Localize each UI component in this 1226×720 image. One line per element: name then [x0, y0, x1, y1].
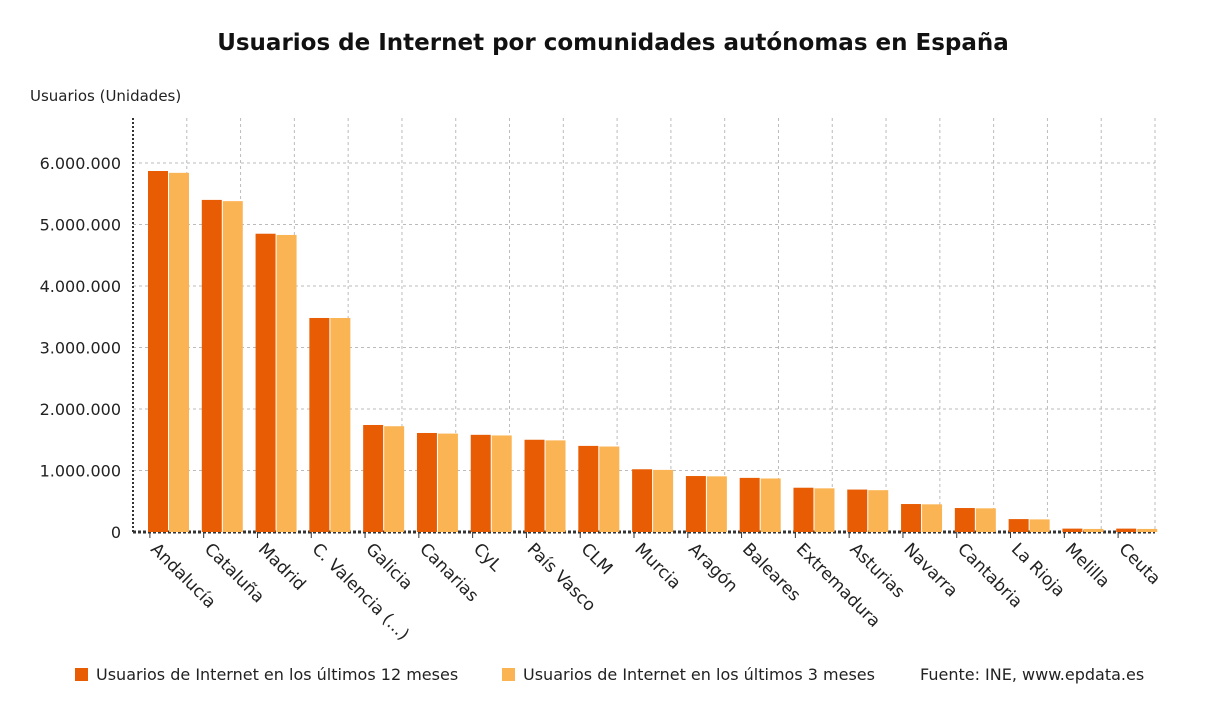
bar-3-meses: [814, 488, 835, 532]
legend-label: Usuarios de Internet en los últimos 12 m…: [96, 665, 459, 684]
bar-3-meses: [1137, 528, 1158, 532]
y-tick-label: 5.000.000: [40, 216, 121, 235]
chart-title: Usuarios de Internet por comunidades aut…: [217, 30, 1009, 56]
x-tick-label: Murcia: [630, 539, 684, 593]
bar-12-meses: [632, 469, 653, 532]
y-tick-label: 3.000.000: [40, 339, 121, 358]
bar-3-meses: [169, 172, 189, 532]
x-tick-label: Navarra: [899, 539, 961, 601]
bar-12-meses: [470, 434, 491, 532]
bar-12-meses: [1116, 528, 1137, 532]
bar-3-meses: [330, 317, 351, 532]
bar-3-meses: [1083, 528, 1104, 532]
bar-12-meses: [578, 445, 599, 532]
x-tick-label: CyL: [469, 539, 506, 576]
bar-12-meses: [524, 439, 545, 532]
bar-3-meses: [491, 435, 512, 532]
bar-3-meses: [706, 476, 727, 532]
bar-12-meses: [739, 477, 760, 532]
x-tick-label: Baleares: [738, 539, 804, 605]
x-tick-label: Melilla: [1061, 539, 1114, 592]
bar-3-meses: [653, 469, 674, 532]
bar-3-meses: [868, 490, 889, 532]
legend-item-3-meses: Usuarios de Internet en los últimos 3 me…: [502, 665, 875, 684]
bar-3-meses: [437, 433, 458, 532]
x-tick-label: Ceuta: [1115, 539, 1165, 589]
y-tick-label: 2.000.000: [40, 400, 121, 419]
bar-3-meses: [276, 234, 297, 532]
bar-3-meses: [222, 201, 243, 532]
bar-12-meses: [148, 170, 168, 532]
bar-12-meses: [901, 504, 922, 532]
bar-12-meses: [1062, 528, 1083, 532]
legend-label: Usuarios de Internet en los últimos 3 me…: [523, 665, 875, 684]
legend-swatch: [502, 668, 515, 681]
bar-3-meses: [975, 508, 996, 532]
bar-12-meses: [416, 432, 437, 532]
bar-12-meses: [847, 489, 868, 532]
bar-3-meses: [599, 446, 620, 532]
legend-swatch: [75, 668, 88, 681]
x-tick-label: Aragón: [684, 539, 741, 596]
bar-12-meses: [1008, 519, 1029, 532]
x-tick-label: C. Valencia (...): [308, 539, 413, 644]
y-tick-label: 0: [111, 523, 121, 542]
bar-12-meses: [255, 233, 276, 532]
bar-3-meses: [922, 504, 943, 532]
bar-12-meses: [685, 476, 706, 532]
bar-12-meses: [954, 508, 975, 532]
legend-item-12-meses: Usuarios de Internet en los últimos 12 m…: [75, 665, 458, 684]
y-axis-label: Usuarios (Unidades): [30, 87, 182, 105]
bar-12-meses: [793, 487, 814, 532]
bar-12-meses: [363, 424, 384, 532]
y-tick-label: 6.000.000: [40, 154, 121, 173]
bar-3-meses: [1029, 519, 1050, 532]
y-tick-label: 1.000.000: [40, 462, 121, 481]
source-note: Fuente: INE, www.epdata.es: [920, 665, 1145, 684]
bar-12-meses: [201, 199, 222, 532]
bar-3-meses: [545, 440, 566, 532]
y-tick-label: 4.000.000: [40, 277, 121, 296]
x-tick-label: CLM: [577, 539, 617, 579]
bar-3-meses: [760, 478, 781, 532]
bar-3-meses: [384, 426, 405, 532]
bar-12-meses: [309, 317, 330, 532]
